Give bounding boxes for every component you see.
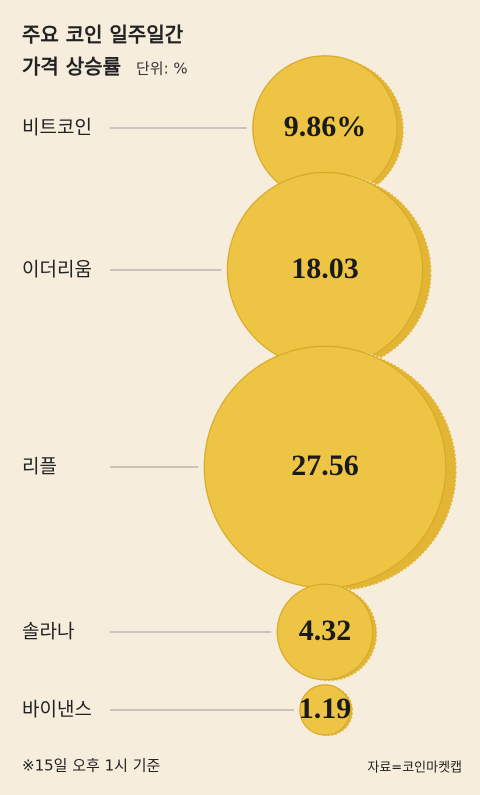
value-label: 9.86% (284, 110, 367, 143)
chart-title: 주요 코인 일주일간 (22, 23, 184, 47)
value-label: 4.32 (299, 614, 352, 647)
category-label: 이더리움 (22, 259, 92, 281)
coin (276, 583, 374, 681)
category-label: 바이낸스 (22, 699, 92, 721)
unit-label: 단위: % (136, 60, 188, 78)
value-label: 1.19 (299, 692, 352, 725)
note: ※15일 오후 1시 기준 (22, 757, 161, 775)
source: 자료=코인마켓캡 (367, 761, 462, 776)
category-label: 비트코인 (22, 117, 92, 139)
chart-subtitle: 가격 상승률 (22, 55, 121, 79)
category-label: 솔라나 (22, 621, 74, 643)
value-label: 18.03 (291, 252, 359, 285)
value-label: 27.56 (291, 449, 359, 482)
coin (299, 684, 351, 736)
category-label: 리플 (22, 456, 57, 478)
